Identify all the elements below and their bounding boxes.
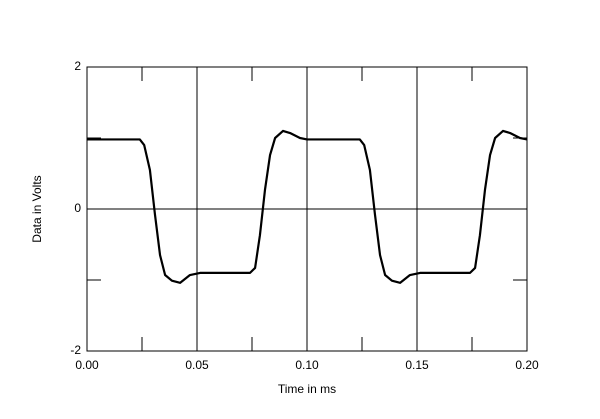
x-axis-label: Time in ms xyxy=(278,382,336,396)
y-tick-label: -2 xyxy=(70,343,81,357)
x-tick-label: 0.00 xyxy=(75,358,99,372)
x-tick-label: 0.20 xyxy=(515,358,539,372)
y-tick-label: 2 xyxy=(74,59,81,73)
x-tick-label: 0.15 xyxy=(405,358,429,372)
data-line xyxy=(87,129,528,284)
y-axis-label: Data in Volts xyxy=(30,175,44,242)
y-tick-label: 0 xyxy=(74,201,81,215)
x-tick-label: 0.10 xyxy=(295,358,319,372)
x-tick-label: 0.05 xyxy=(185,358,209,372)
